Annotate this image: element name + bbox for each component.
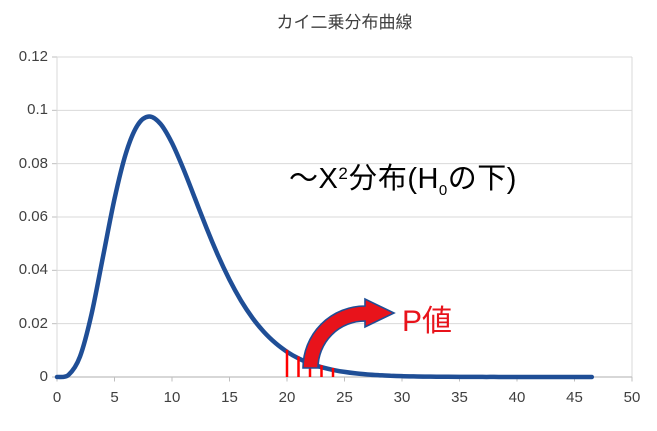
y-axis-tick-label: 0.12 — [18, 48, 48, 65]
x-axis-tick-label: 50 — [623, 389, 641, 406]
x-axis-tick-label: 35 — [451, 389, 468, 406]
y-axis-tick-label: 0.02 — [18, 314, 48, 332]
y-axis-tick-label: 0.08 — [18, 154, 48, 172]
chart-title: カイ二乗分布曲線 — [276, 13, 413, 32]
distribution-annotation: ～X2分布(H0の下) — [289, 155, 517, 199]
x-axis-tick-label: 25 — [336, 389, 353, 406]
y-axis-tick-label: 0.04 — [18, 261, 48, 279]
x-axis-tick-label: 30 — [393, 389, 411, 406]
x-axis-tick-label: 20 — [278, 389, 296, 406]
p-value-hatch-marks — [285, 349, 335, 377]
x-axis-tick-label: 40 — [508, 389, 526, 406]
annotation-subscript: 0 — [438, 182, 448, 199]
x-axis-tick-label: 10 — [163, 389, 181, 406]
p-value-label: P値 — [402, 305, 453, 338]
x-axis-tick-label: 0 — [52, 389, 62, 406]
y-axis-tick-label: 0 — [39, 368, 48, 385]
annotation-superscript: 2 — [338, 164, 349, 183]
axis-lines — [52, 56, 633, 382]
x-axis-tick-label: 5 — [110, 389, 119, 406]
y-axis-tick-label: 0.06 — [18, 208, 48, 225]
y-axis-tick-label: 0.1 — [27, 101, 48, 119]
annotation-text-pre: ～X — [289, 163, 339, 195]
gridlines — [57, 56, 632, 378]
curved-arrow-icon — [302, 297, 396, 369]
x-axis-tick-label: 15 — [221, 389, 238, 406]
annotation-text-mid: 分布(H — [348, 163, 439, 195]
distribution-curve — [54, 114, 595, 380]
x-axis-tick-label: 45 — [566, 389, 583, 406]
annotation-text-post: の下) — [447, 163, 517, 195]
